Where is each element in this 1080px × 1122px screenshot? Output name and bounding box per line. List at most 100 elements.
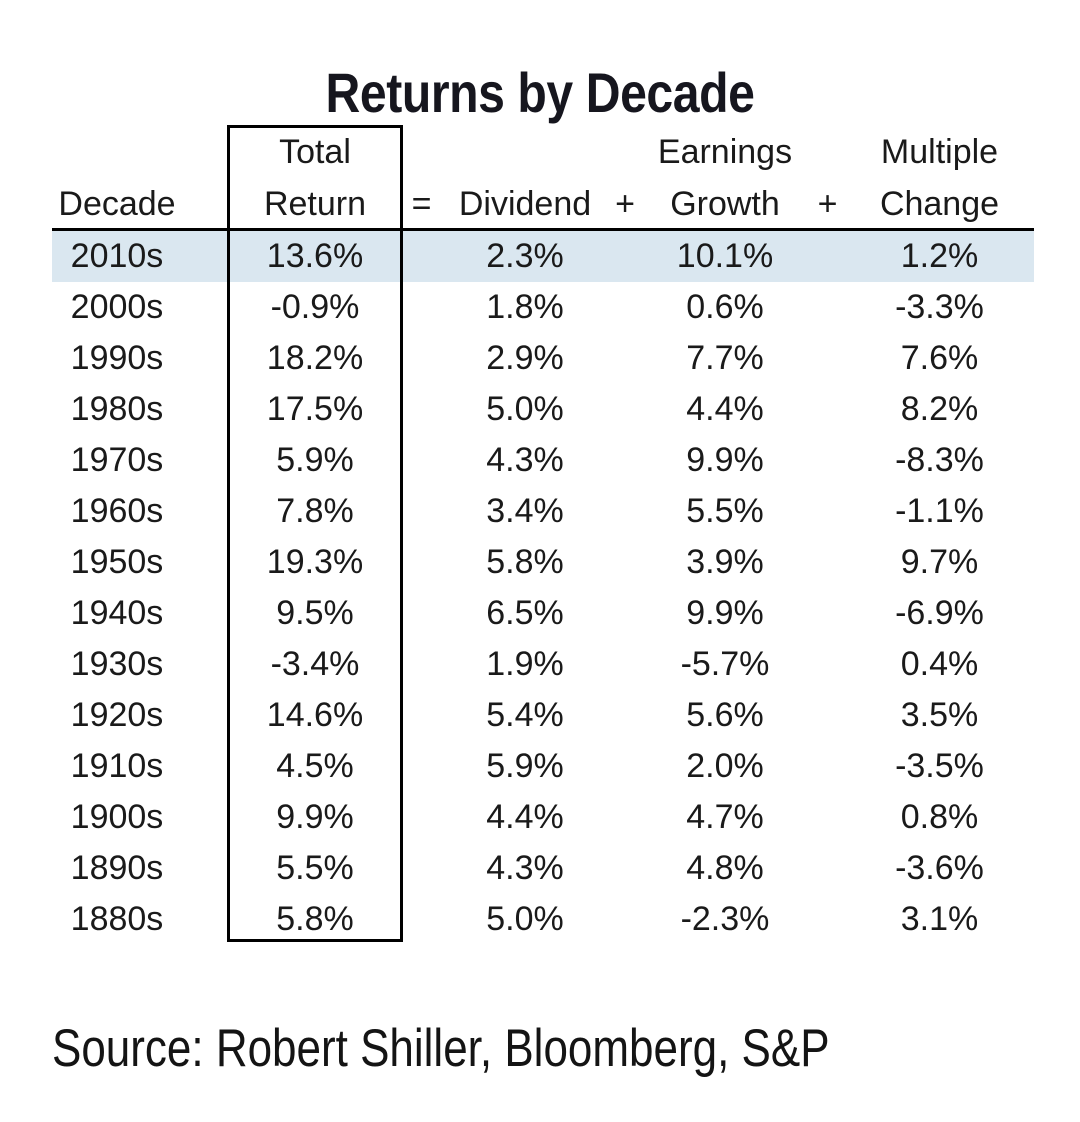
decade-cell: 1940s — [70, 594, 164, 632]
table-header: Total Earnings Multiple Decade Return = … — [52, 125, 1034, 231]
spacer-cell — [403, 333, 440, 384]
multiple-change-cell: 0.8% — [900, 798, 979, 836]
dividend-cell: 5.0% — [486, 900, 564, 938]
multiple-change-cell: -3.3% — [895, 288, 984, 326]
spacer-cell — [610, 537, 640, 588]
decade-cell: 1880s — [70, 900, 164, 938]
spacer-cell — [610, 282, 640, 333]
table-row: 2010s 13.6% 2.3% 10.1% 1.2% — [52, 231, 1034, 282]
spacer-cell — [810, 741, 845, 792]
earnings-growth-cell: -2.3% — [680, 900, 770, 938]
decade-cell: 1950s — [70, 543, 164, 581]
returns-table: Total Earnings Multiple Decade Return = … — [52, 125, 1034, 945]
total-return-cell: 13.6% — [266, 237, 364, 275]
dividend-cell: 5.8% — [486, 543, 564, 581]
earnings-growth-cell: 7.7% — [686, 339, 764, 377]
earnings-growth-cell: 4.8% — [686, 849, 764, 887]
table-row: 1880s 5.8% 5.0% -2.3% 3.1% — [52, 894, 1034, 945]
dividend-cell: 4.4% — [486, 798, 564, 836]
decade-cell: 2000s — [70, 288, 164, 326]
spacer-cell — [610, 894, 640, 945]
dividend-cell: 4.3% — [486, 441, 564, 479]
spacer-cell — [403, 690, 440, 741]
spacer-cell — [403, 588, 440, 639]
multiple-change-cell: 1.2% — [900, 237, 979, 275]
table-row: 1900s 9.9% 4.4% 4.7% 0.8% — [52, 792, 1034, 843]
header-decade: Decade — [58, 184, 176, 223]
multiple-change-cell: -1.1% — [895, 492, 984, 530]
spacer-cell — [610, 792, 640, 843]
spacer-cell — [810, 639, 845, 690]
spacer-cell — [610, 435, 640, 486]
spacer-cell — [810, 333, 845, 384]
plus-sign: + — [615, 184, 635, 223]
total-return-cell: 5.9% — [276, 441, 354, 479]
spacer-cell — [403, 231, 440, 282]
spacer-cell — [610, 690, 640, 741]
earnings-growth-cell: 5.6% — [686, 696, 764, 734]
decade-cell: 1960s — [70, 492, 164, 530]
spacer-cell — [610, 333, 640, 384]
spacer-cell — [810, 384, 845, 435]
earnings-growth-cell: 2.0% — [686, 747, 764, 785]
multiple-change-cell: 9.7% — [900, 543, 979, 581]
multiple-change-cell: 3.5% — [900, 696, 979, 734]
table-row: 1990s 18.2% 2.9% 7.7% 7.6% — [52, 333, 1034, 384]
total-return-cell: 5.5% — [276, 849, 354, 887]
earnings-growth-cell: 4.7% — [686, 798, 764, 836]
spacer-cell — [610, 384, 640, 435]
decade-cell: 1980s — [70, 390, 164, 428]
table-row: 2000s -0.9% 1.8% 0.6% -3.3% — [52, 282, 1034, 333]
dividend-cell: 6.5% — [486, 594, 564, 632]
earnings-growth-cell: 4.4% — [686, 390, 764, 428]
multiple-change-cell: -8.3% — [895, 441, 984, 479]
spacer-cell — [403, 282, 440, 333]
spacer-cell — [810, 486, 845, 537]
table-row: 1910s 4.5% 5.9% 2.0% -3.5% — [52, 741, 1034, 792]
table-row: 1930s -3.4% 1.9% -5.7% 0.4% — [52, 639, 1034, 690]
multiple-change-cell: 8.2% — [900, 390, 979, 428]
header-total-line2: Return — [263, 184, 367, 223]
decade-cell: 1970s — [70, 441, 164, 479]
table-row: 1960s 7.8% 3.4% 5.5% -1.1% — [52, 486, 1034, 537]
spacer-cell — [610, 486, 640, 537]
header-multiple-line2: Change — [879, 184, 1000, 223]
header-total-line1: Total — [279, 133, 351, 171]
spacer-cell — [610, 588, 640, 639]
dividend-cell: 2.3% — [486, 237, 564, 275]
spacer-cell — [810, 537, 845, 588]
dividend-cell: 1.9% — [486, 645, 564, 683]
spacer-cell — [610, 231, 640, 282]
table-row: 1920s 14.6% 5.4% 5.6% 3.5% — [52, 690, 1034, 741]
spacer-cell — [403, 486, 440, 537]
spacer-cell — [403, 843, 440, 894]
page-title: Returns by Decade — [325, 61, 755, 124]
multiple-change-cell: -3.5% — [895, 747, 984, 785]
decade-cell: 1990s — [70, 339, 164, 377]
total-return-cell: 4.5% — [276, 747, 354, 785]
multiple-change-cell: 0.4% — [900, 645, 979, 683]
earnings-growth-cell: 5.5% — [686, 492, 764, 530]
earnings-growth-cell: 9.9% — [686, 441, 764, 479]
decade-cell: 2010s — [70, 237, 164, 275]
multiple-change-cell: 7.6% — [900, 339, 979, 377]
total-return-cell: 7.8% — [276, 492, 354, 530]
table-row: 1970s 5.9% 4.3% 9.9% -8.3% — [52, 435, 1034, 486]
earnings-growth-cell: 9.9% — [686, 594, 764, 632]
spacer-cell — [810, 435, 845, 486]
spacer-cell — [403, 894, 440, 945]
earnings-growth-cell: 3.9% — [686, 543, 764, 581]
spacer-cell — [610, 741, 640, 792]
table-body: 2010s 13.6% 2.3% 10.1% 1.2% 2000s -0.9% 1.8% 0.6… — [52, 231, 1034, 945]
decade-cell: 1910s — [70, 747, 164, 785]
table-row: 1890s 5.5% 4.3% 4.8% -3.6% — [52, 843, 1034, 894]
spacer-cell — [610, 639, 640, 690]
earnings-growth-cell: -5.7% — [680, 645, 770, 683]
total-return-cell: 9.5% — [276, 594, 354, 632]
equals-sign: = — [411, 184, 432, 223]
spacer-cell — [810, 231, 845, 282]
spacer-cell — [403, 435, 440, 486]
total-return-cell: 17.5% — [266, 390, 364, 428]
total-return-cell: 9.9% — [276, 798, 354, 836]
source-caption: Source: Robert Shiller, Bloomberg, S&P — [52, 1019, 830, 1078]
